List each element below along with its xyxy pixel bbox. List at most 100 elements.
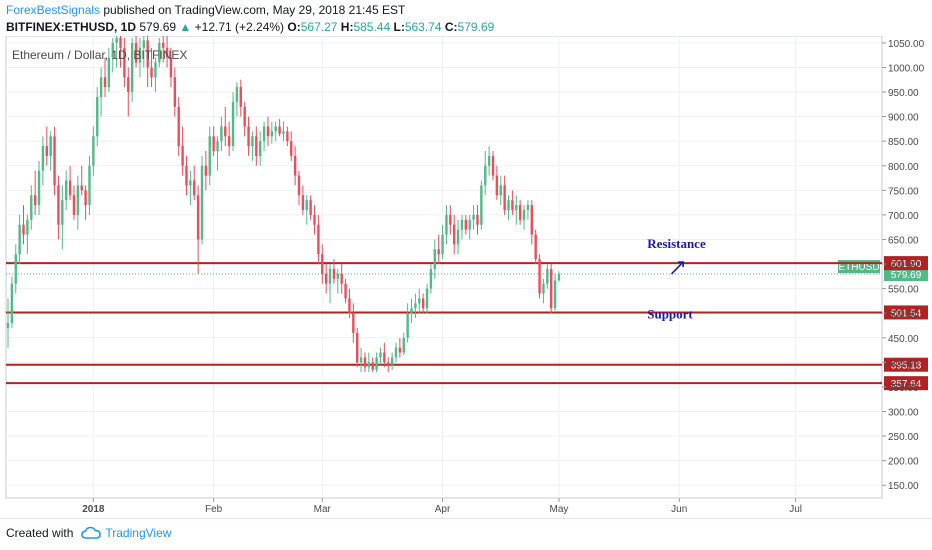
candle-body	[169, 57, 173, 78]
candle-body	[456, 229, 460, 245]
close-value: 579.69	[457, 20, 495, 34]
x-tick-label: Jul	[789, 504, 802, 515]
candle-body	[88, 165, 91, 206]
candle-body	[76, 185, 80, 215]
y-tick-label: 800.00	[888, 162, 919, 173]
candle-body	[487, 155, 491, 166]
candle-body	[383, 352, 386, 363]
level-tag	[884, 376, 928, 391]
y-tick-label: 900.00	[888, 113, 919, 124]
candle-body	[61, 200, 64, 225]
y-tick-label: 250.00	[888, 432, 919, 443]
candle-body	[158, 42, 161, 63]
candle-body	[224, 126, 227, 137]
author-link[interactable]: ForexBestSignals	[6, 3, 101, 17]
tradingview-link[interactable]: TradingView	[105, 526, 172, 540]
candle-body	[274, 126, 277, 132]
ohlc-line: BITFINEX:ETHUSD, 1D 579.69 ▲ +12.71 (+2.…	[6, 19, 926, 36]
candle-body	[305, 200, 308, 210]
candle-body	[103, 77, 107, 88]
candle-body	[429, 268, 433, 289]
candle-body	[286, 131, 289, 142]
x-tick-label: Apr	[435, 504, 451, 515]
chart-title: Ethereum / Dollar, 1D, BITFINEX	[12, 48, 187, 62]
candle-body	[22, 224, 25, 235]
annotation-label: Support	[647, 307, 693, 322]
candle-body	[293, 155, 297, 176]
candle-body	[449, 214, 452, 225]
plot-border	[5, 36, 883, 499]
y-tick-label: 400.00	[888, 358, 919, 369]
candle-body	[437, 249, 440, 255]
candle-body	[251, 136, 254, 147]
candle-body	[297, 175, 301, 196]
candle-body	[142, 40, 145, 48]
y-tick-label: 750.00	[888, 186, 919, 197]
candle-body	[484, 165, 487, 186]
candle-body	[96, 96, 99, 137]
candle-body	[278, 126, 281, 134]
y-tick-label: 300.00	[888, 407, 919, 418]
candle-body	[227, 136, 231, 147]
candle-body	[239, 87, 242, 107]
candle-body	[177, 106, 180, 147]
candle-body	[550, 268, 553, 309]
candle-body	[18, 224, 21, 255]
candle-body	[418, 298, 421, 304]
candle-body	[441, 234, 444, 255]
x-tick-label: Jun	[671, 504, 687, 515]
publish-line: ForexBestSignals published on TradingVie…	[6, 2, 926, 19]
candle-body	[247, 126, 250, 147]
candle-body	[196, 195, 200, 240]
chart-background	[0, 36, 932, 516]
candle-body	[313, 214, 316, 225]
candle-body	[406, 313, 409, 338]
candle-body	[80, 185, 83, 191]
symbol-label: BITFINEX:ETHUSD, 1D	[6, 20, 137, 34]
y-tick-label: 500.00	[888, 309, 919, 320]
last-price: 579.69	[139, 20, 177, 34]
annotations: Resistance Support	[647, 236, 706, 322]
candle-body	[379, 352, 382, 358]
candle-body	[352, 313, 355, 333]
y-tick-label: 600.00	[888, 260, 919, 271]
candle-body	[220, 126, 223, 142]
candle-body	[181, 146, 184, 166]
close-label: C:	[444, 20, 458, 34]
y-tick-label: 150.00	[888, 481, 919, 492]
level-tag	[884, 305, 928, 320]
candle-body	[127, 77, 130, 93]
candle-body	[526, 205, 530, 210]
axes: 150.00 200.00 250.00 300.00 350.00 400.00 450.…	[82, 39, 924, 515]
candle-body	[10, 283, 14, 324]
open-value: 567.27	[300, 20, 338, 34]
chart-header: ForexBestSignals published on TradingVie…	[6, 2, 926, 36]
candle-body	[309, 200, 312, 215]
candle-body	[150, 67, 153, 78]
candle-body	[255, 136, 258, 156]
x-tick-label: Mar	[314, 504, 332, 515]
candle-body	[363, 357, 367, 368]
candle-body	[328, 268, 332, 284]
price-change: +12.71 (+2.24%)	[194, 20, 285, 34]
candle-body	[402, 337, 405, 353]
candle-body	[119, 37, 122, 48]
y-tick-label: 700.00	[888, 211, 919, 222]
candle-body	[216, 141, 219, 152]
candle-body	[282, 131, 285, 134]
candle-body	[359, 357, 363, 363]
candle-body	[107, 57, 111, 88]
candle-body	[515, 205, 518, 210]
y-tick-label: 650.00	[888, 235, 919, 246]
candle-body	[26, 219, 29, 235]
candle-body	[425, 288, 429, 309]
candle-body	[387, 362, 390, 365]
candle-body	[41, 146, 45, 171]
candles	[6, 36, 561, 373]
candle-body	[414, 303, 417, 309]
candle-body	[290, 141, 293, 156]
candle-body	[460, 219, 464, 230]
publish-info: published on TradingView.com, May 29, 20…	[100, 3, 406, 17]
candle-body	[464, 219, 468, 230]
